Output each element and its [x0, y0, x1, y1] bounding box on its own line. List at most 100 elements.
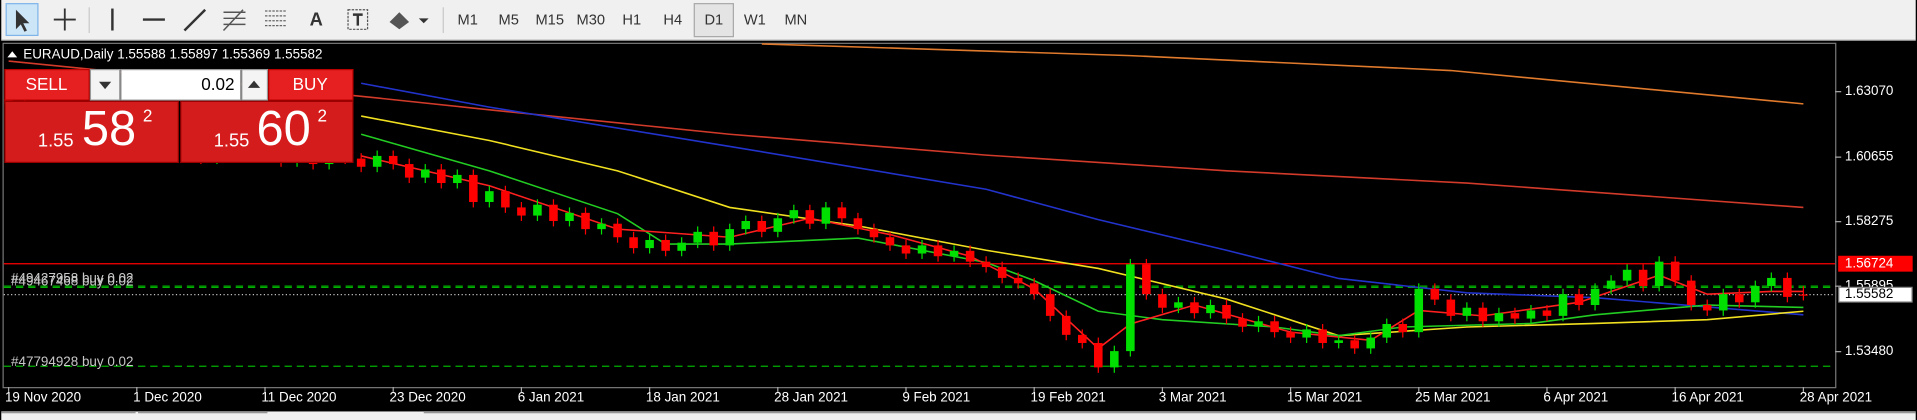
timeframe-button[interactable]: H4 [663, 13, 682, 29]
buy-fraction: 2 [318, 107, 328, 126]
candle-body [1302, 329, 1311, 338]
candle-body [1190, 302, 1199, 314]
candle-body [356, 158, 366, 167]
candle-body [404, 164, 414, 178]
x-tick-label: 9 Feb 2021 [902, 390, 970, 405]
dropdown-arrow[interactable] [418, 18, 429, 24]
buy-pips: 60 [256, 102, 310, 156]
candle-body [1350, 340, 1359, 349]
candle-body [437, 169, 446, 184]
timeframe-button[interactable]: MN [784, 13, 807, 29]
x-tick-label: 23 Dec 2020 [390, 390, 466, 405]
order-label: #47794928 buy 0.02 [11, 354, 133, 369]
text-label-tool[interactable] [347, 9, 369, 30]
candle-body [420, 169, 430, 178]
candle-body [1702, 305, 1712, 311]
candle-body [1446, 299, 1456, 316]
lot-down-arrow [98, 81, 112, 90]
candle-body [1606, 280, 1616, 289]
candle-body [1318, 329, 1327, 343]
candle-body [1622, 269, 1632, 281]
candle-body [1254, 321, 1263, 327]
candle-body [501, 191, 510, 208]
timeframe-button[interactable]: H1 [622, 13, 641, 29]
candle-body [741, 220, 751, 230]
lot-up-arrow [247, 80, 261, 88]
candle-body [1334, 340, 1343, 343]
candle-body [885, 237, 895, 246]
moving-average [8, 60, 1804, 209]
candle-body [469, 174, 478, 203]
moving-average [361, 115, 1804, 337]
channel-tool[interactable] [222, 9, 246, 32]
active-timeframe [693, 3, 734, 38]
toolbar [1, 0, 1916, 41]
candle-body [1654, 261, 1664, 287]
sell-fraction: 2 [143, 107, 153, 126]
candle-body [1510, 313, 1520, 319]
candle-body [1158, 294, 1167, 308]
candle-body [581, 212, 590, 230]
timeframe-button[interactable]: M1 [458, 13, 478, 29]
candle-body [981, 261, 991, 268]
candle-body [1222, 305, 1231, 319]
candle-body [1382, 324, 1392, 338]
candle-body [549, 204, 558, 221]
candle-body [965, 250, 975, 262]
buy-big-figure: 1.55 [214, 129, 250, 150]
candle-body [1783, 277, 1792, 297]
text-tool[interactable]: A [310, 9, 323, 30]
fibonacci-tool[interactable] [265, 10, 287, 27]
sell-button[interactable] [4, 68, 90, 101]
candle-body [565, 212, 574, 221]
candle-body [1398, 324, 1408, 333]
lot-down-button[interactable] [89, 68, 121, 101]
candle-body [1174, 302, 1183, 308]
cursor-icon [15, 9, 30, 32]
candle-body [1638, 269, 1648, 287]
sell-pips: 58 [82, 102, 136, 156]
candle-body [1110, 351, 1119, 368]
candle-body [1366, 337, 1375, 349]
timeframe-bar: M1 M5 M15 M30 H1 H4 D1 W1 MN [458, 3, 807, 38]
crosshair-tool[interactable] [53, 8, 76, 31]
candle-body [1430, 288, 1440, 300]
candle-body [1718, 294, 1728, 311]
buy-price-box[interactable] [180, 100, 354, 163]
x-tick-label: 19 Nov 2020 [5, 390, 81, 405]
x-tick-label: 19 Feb 2021 [1031, 390, 1106, 405]
candle-body [917, 245, 927, 254]
moving-average [361, 82, 1804, 316]
candle-body [517, 207, 526, 216]
lot-field[interactable] [120, 68, 242, 101]
candle-body [1574, 294, 1584, 306]
chart-title: EURAUD,Daily 1.55588 1.55897 1.55369 1.5… [23, 46, 322, 61]
candle-body [1029, 283, 1039, 295]
timeframe-button[interactable]: M15 [535, 13, 563, 29]
candle-body [949, 250, 959, 257]
timeframe-button[interactable]: M30 [577, 13, 605, 29]
sell-price-box[interactable] [4, 100, 179, 163]
buy-button[interactable] [268, 68, 354, 101]
x-tick-label: 1 Dec 2020 [133, 390, 202, 405]
arrows-tool[interactable] [389, 12, 410, 30]
title-icon [7, 51, 18, 58]
x-tick-label: 3 Mar 2021 [1159, 390, 1227, 405]
order-label: #49427958 buy 0.02 [11, 270, 133, 285]
price-level-box [1838, 286, 1913, 303]
price-level-label: 1.55582 [1845, 286, 1894, 301]
y-tick-label: 1.60655 [1845, 149, 1894, 164]
candle-body [1542, 310, 1552, 316]
timeframe-button[interactable]: M5 [499, 13, 519, 29]
timeframe-button[interactable]: W1 [744, 13, 766, 29]
candle-body [1270, 321, 1279, 333]
candle-body [1686, 280, 1696, 306]
candle-body [757, 220, 767, 232]
candle-body [485, 191, 494, 203]
trendline-tool[interactable] [183, 8, 207, 32]
timeframe-button[interactable]: D1 [704, 13, 723, 29]
x-tick-label: 18 Jan 2021 [646, 390, 720, 405]
candle-body [709, 231, 718, 246]
